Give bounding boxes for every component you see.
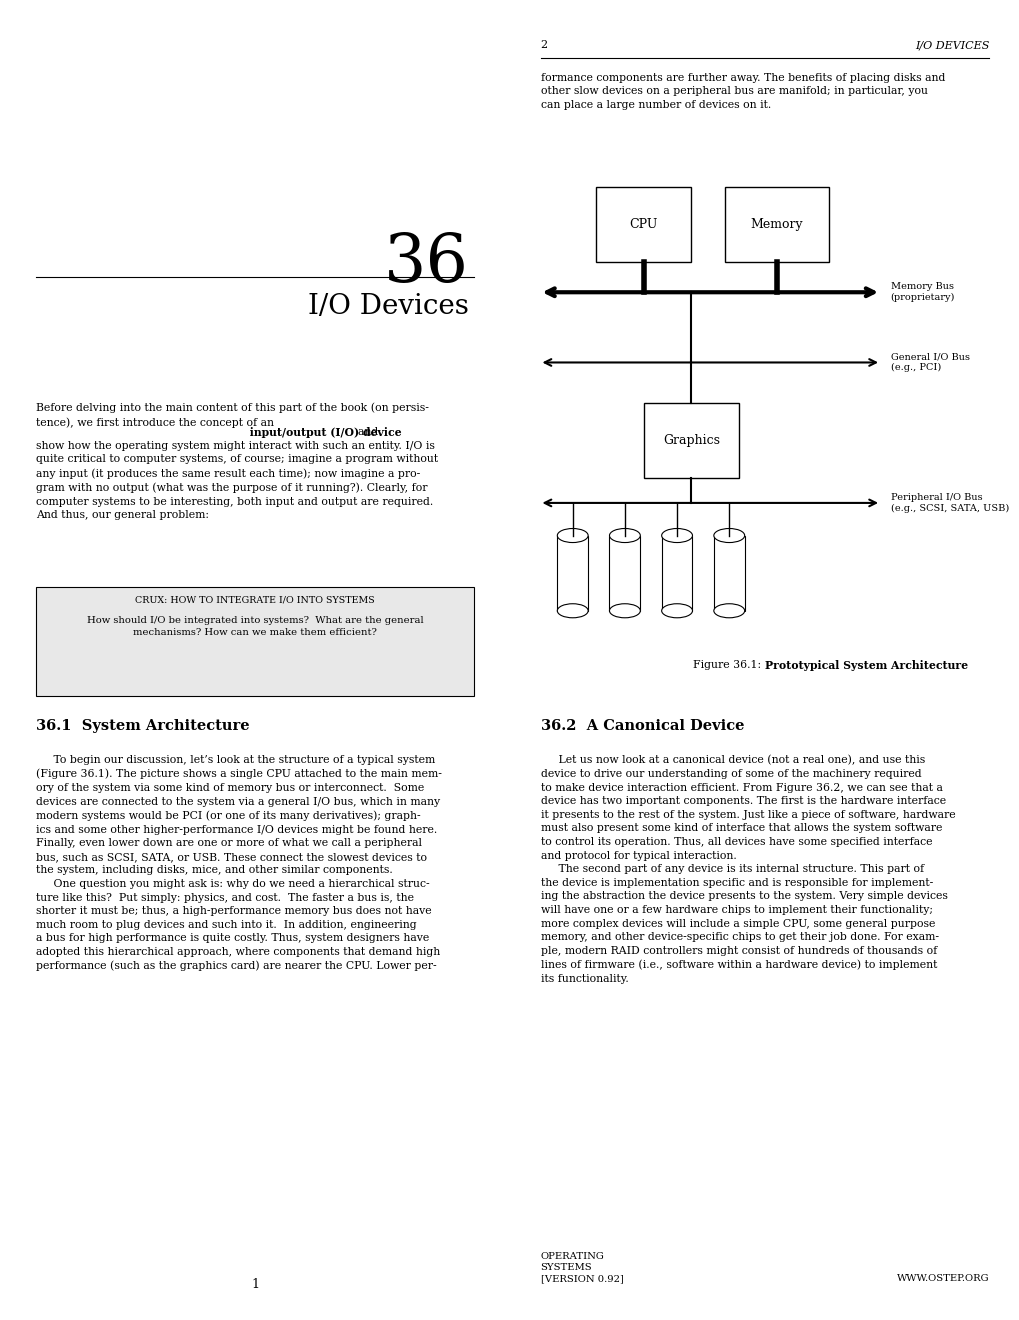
Ellipse shape xyxy=(661,528,692,543)
Bar xyxy=(661,536,692,611)
Ellipse shape xyxy=(556,528,588,543)
Bar xyxy=(643,403,738,478)
Text: formance components are further away. The benefits of placing disks and
other sl: formance components are further away. Th… xyxy=(540,73,944,110)
Ellipse shape xyxy=(609,528,640,543)
Text: I/O DEVICES: I/O DEVICES xyxy=(914,40,988,50)
Text: Graphics: Graphics xyxy=(662,434,719,446)
Text: and
show how the operating system might interact with such an entity. I/O is
qui: and show how the operating system might … xyxy=(36,428,437,520)
Text: OPERATING
SYSTEMS
[VERSION 0.92]: OPERATING SYSTEMS [VERSION 0.92] xyxy=(540,1251,623,1283)
Text: CRUX: HOW TO INTEGRATE I/O INTO SYSTEMS: CRUX: HOW TO INTEGRATE I/O INTO SYSTEMS xyxy=(135,595,375,605)
Text: input/output (I/O) device: input/output (I/O) device xyxy=(36,428,400,438)
Text: To begin our discussion, let’s look at the structure of a typical system
(Figure: To begin our discussion, let’s look at t… xyxy=(36,755,441,972)
Text: 36.1  System Architecture: 36.1 System Architecture xyxy=(36,719,249,734)
Bar xyxy=(596,187,691,263)
Text: 36: 36 xyxy=(384,231,469,296)
Ellipse shape xyxy=(661,603,692,618)
Text: I/O Devices: I/O Devices xyxy=(308,293,469,319)
Text: Let us now look at a canonical device (not a real one), and use this
device to d: Let us now look at a canonical device (n… xyxy=(540,755,954,983)
Text: Memory: Memory xyxy=(750,218,802,231)
Text: 2: 2 xyxy=(540,40,547,50)
FancyBboxPatch shape xyxy=(36,587,474,696)
Text: Before delving into the main content of this part of the book (on persis-
tence): Before delving into the main content of … xyxy=(36,403,428,428)
Text: 36.2  A Canonical Device: 36.2 A Canonical Device xyxy=(540,719,744,734)
Ellipse shape xyxy=(713,603,744,618)
Text: Prototypical System Architecture: Prototypical System Architecture xyxy=(764,660,967,671)
Bar xyxy=(609,536,640,611)
Text: Memory Bus
(proprietary): Memory Bus (proprietary) xyxy=(890,282,954,302)
Ellipse shape xyxy=(713,528,744,543)
Bar xyxy=(556,536,588,611)
Bar xyxy=(713,536,744,611)
Text: How should I/O be integrated into systems?  What are the general
mechanisms? How: How should I/O be integrated into system… xyxy=(87,616,423,638)
Text: CPU: CPU xyxy=(629,218,657,231)
Text: 1: 1 xyxy=(251,1278,259,1291)
Text: Peripheral I/O Bus
(e.g., SCSI, SATA, USB): Peripheral I/O Bus (e.g., SCSI, SATA, US… xyxy=(890,494,1008,512)
Text: General I/O Bus
(e.g., PCI): General I/O Bus (e.g., PCI) xyxy=(890,352,969,372)
Text: Figure 36.1:: Figure 36.1: xyxy=(693,660,764,671)
Bar xyxy=(723,187,828,263)
Ellipse shape xyxy=(609,603,640,618)
Text: WWW.OSTEP.ORG: WWW.OSTEP.ORG xyxy=(896,1274,988,1283)
Ellipse shape xyxy=(556,603,588,618)
